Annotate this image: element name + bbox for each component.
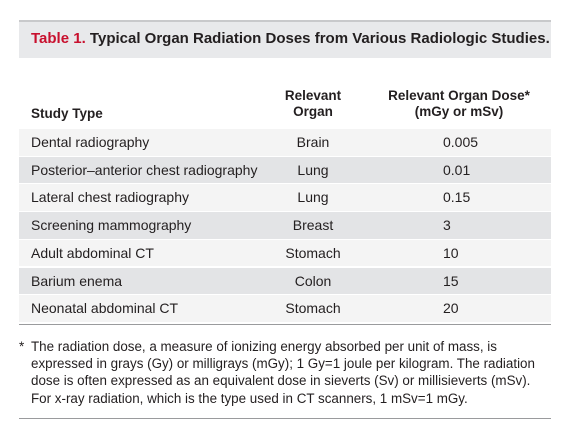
cell-dose: 3 (443, 217, 451, 234)
cell-study: Posterior–anterior chest radiography (31, 161, 258, 178)
table-row: Dental radiography Brain 0.005 (19, 128, 551, 156)
table-row: Barium enema Colon 15 (19, 266, 551, 295)
cell-dose: 10 (443, 244, 459, 261)
cell-dose: 20 (443, 300, 459, 317)
footnote-asterisk: * (19, 339, 25, 354)
cell-study: Neonatal abdominal CT (31, 300, 179, 317)
header-study-type: Study Type (31, 106, 103, 121)
cell-dose: 0.15 (443, 189, 471, 206)
table-row: Posterior–anterior chest radiography Lun… (19, 155, 551, 184)
cell-dose: 0.005 (443, 134, 479, 150)
table-title: Typical Organ Radiation Doses from Vario… (89, 30, 550, 47)
footnote-text: The radiation dose, a measure of ionizin… (31, 339, 535, 406)
cell-organ: Stomach (285, 300, 341, 317)
cell-organ: Colon (294, 272, 332, 289)
table-title-bar: Table 1. Typical Organ Radiation Doses f… (19, 20, 551, 58)
table-row: Lateral chest radiography Lung 0.15 (19, 183, 551, 212)
cell-organ: Brain (296, 134, 330, 150)
cell-organ: Stomach (285, 244, 341, 261)
table-header-row: Study Type Relevant Organ Relevant Organ… (19, 58, 551, 128)
cell-organ: Breast (292, 217, 334, 234)
cell-study: Screening mammography (31, 217, 192, 234)
figure-end-rule (19, 418, 551, 419)
table-bottom-rule (19, 324, 551, 325)
table-label: Table 1. (31, 30, 86, 47)
table-footnote: * The radiation dose, a measure of ioniz… (19, 321, 551, 407)
table-row: Screening mammography Breast 3 (19, 211, 551, 239)
header-organ-line1: Relevant (284, 88, 342, 103)
header-dose-line1: Relevant Organ Dose* (388, 88, 530, 103)
table-figure: Table 1. Typical Organ Radiation Doses f… (19, 20, 551, 419)
cell-study: Dental radiography (31, 134, 150, 150)
cell-study: Adult abdominal CT (31, 244, 154, 261)
cell-dose: 0.01 (443, 161, 471, 178)
table-row: Adult abdominal CT Stomach 10 (19, 238, 551, 267)
cell-study: Barium enema (31, 272, 123, 289)
cell-study: Lateral chest radiography (31, 189, 189, 206)
header-organ-line2: Organ (293, 104, 333, 119)
header-organ-dose: Relevant Organ Dose* (mGy or mSv) (364, 88, 554, 120)
header-dose-line2: (mGy or mSv) (414, 104, 504, 119)
cell-organ: Lung (297, 189, 329, 206)
table-row: Neonatal abdominal CT Stomach 20 (19, 294, 551, 322)
cell-organ: Lung (297, 161, 329, 178)
header-relevant-organ: Relevant Organ (258, 88, 368, 120)
cell-dose: 15 (443, 272, 459, 289)
